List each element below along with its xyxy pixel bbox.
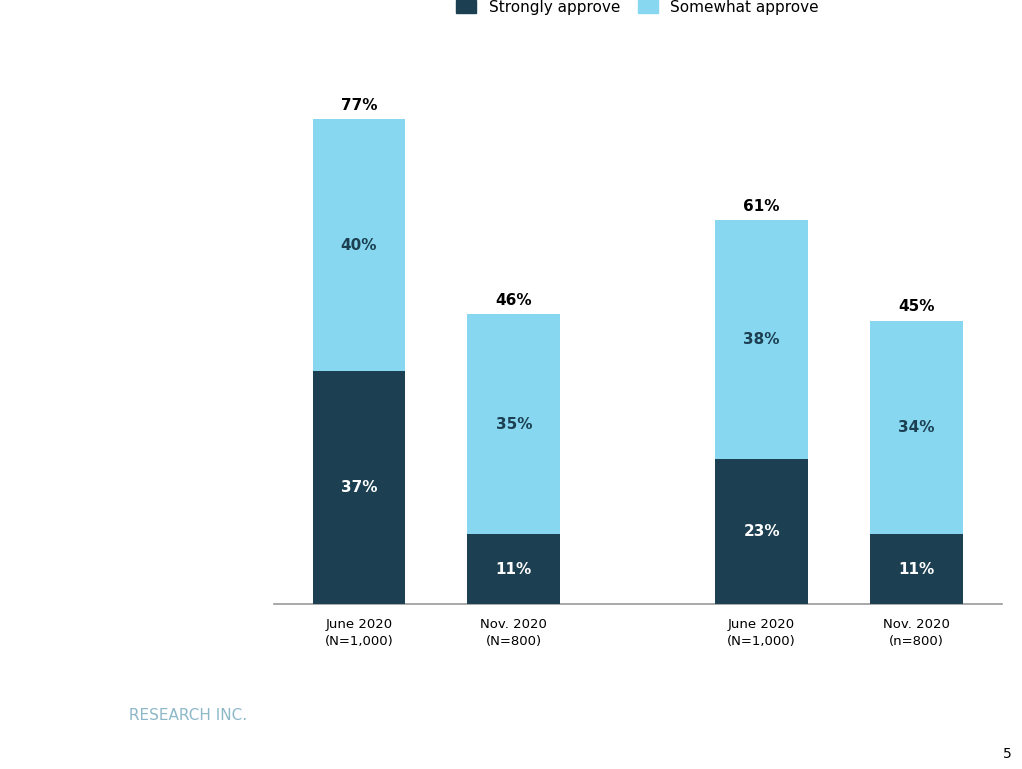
Text: 61%: 61% — [743, 198, 780, 214]
Text: PROBE: PROBE — [27, 707, 84, 723]
Bar — [715, 459, 808, 604]
Bar — [870, 321, 963, 534]
Text: 11%: 11% — [898, 561, 934, 577]
Bar — [313, 371, 406, 604]
Text: 40%: 40% — [340, 238, 377, 252]
Text: 34%: 34% — [898, 420, 935, 435]
Bar — [467, 534, 560, 604]
Bar — [467, 315, 560, 534]
Text: 46%: 46% — [496, 293, 532, 308]
Text: 5: 5 — [1003, 747, 1012, 761]
Text: 11%: 11% — [496, 561, 532, 577]
Text: Dealing with the
economic impact of the
COVID-19 pandemic: Dealing with the economic impact of the … — [747, 668, 931, 720]
Text: 37%: 37% — [340, 480, 377, 494]
Text: 35%: 35% — [496, 417, 532, 432]
Text: 77%: 77% — [340, 98, 377, 113]
Text: Q3. “Overall, how would you rate
the performance of the Pallister
government whe: Q3. “Overall, how would you rate the per… — [27, 408, 217, 443]
Text: 45%: 45% — [898, 299, 935, 315]
Text: Base: All respondents (N=800): Base: All respondents (N=800) — [27, 608, 208, 621]
Legend: Strongly approve, Somewhat approve: Strongly approve, Somewhat approve — [451, 0, 825, 22]
Text: 38%: 38% — [743, 332, 780, 347]
Text: SLIGHTLY FEWER
THAN ONE-HALF
APPROVE OF
THE
GOVERNMENT’S
HANDLING OF
PUBLIC HEAL: SLIGHTLY FEWER THAN ONE-HALF APPROVE OF … — [27, 23, 213, 196]
Text: 23%: 23% — [743, 524, 780, 539]
Bar — [715, 220, 808, 459]
Bar — [870, 534, 963, 604]
Text: RESEARCH INC.: RESEARCH INC. — [124, 707, 247, 723]
Bar — [313, 119, 406, 371]
Text: Protecting the health of
Manitobans during the
COVID-19 pandemic: Protecting the health of Manitobans duri… — [342, 668, 530, 720]
